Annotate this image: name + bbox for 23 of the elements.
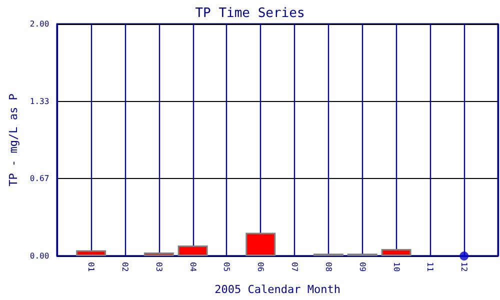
y-axis-title: TP - mg/L as P bbox=[7, 93, 20, 186]
x-tick-label: 09 bbox=[358, 262, 367, 272]
x-tick-label: 01 bbox=[86, 262, 96, 272]
chart-title: TP Time Series bbox=[195, 6, 305, 21]
bar bbox=[246, 232, 276, 256]
x-tick-label: 04 bbox=[188, 262, 198, 272]
bar bbox=[381, 249, 412, 256]
x-tick-label: 03 bbox=[154, 262, 164, 272]
y-tick-label: 0.00 bbox=[30, 252, 50, 260]
x-tick-label: 10 bbox=[392, 262, 401, 272]
x-tick-label: 11 bbox=[426, 262, 435, 272]
y-tick-label: 2.00 bbox=[30, 20, 50, 28]
x-tick-label: 12 bbox=[460, 262, 469, 272]
x-tick-label: 08 bbox=[324, 262, 333, 272]
x-axis-title: 2005 Calendar Month bbox=[214, 283, 341, 296]
y-tick-label: 1.33 bbox=[30, 97, 50, 106]
y-tick-label: 0.67 bbox=[30, 174, 50, 183]
bar bbox=[178, 246, 208, 256]
x-tick-label: 06 bbox=[256, 262, 266, 272]
x-tick-label: 02 bbox=[120, 262, 130, 272]
bar bbox=[76, 250, 106, 256]
x-tick-label: 07 bbox=[290, 262, 300, 272]
x-tick-label: 05 bbox=[222, 262, 232, 272]
